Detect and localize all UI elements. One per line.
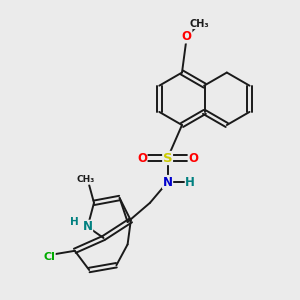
Text: O: O bbox=[182, 30, 192, 43]
Text: H: H bbox=[185, 176, 195, 188]
Text: Cl: Cl bbox=[43, 252, 55, 262]
Text: H: H bbox=[70, 217, 79, 227]
Text: O: O bbox=[188, 152, 198, 164]
Text: S: S bbox=[163, 152, 172, 164]
Text: N: N bbox=[82, 220, 93, 233]
Text: N: N bbox=[163, 176, 172, 188]
Text: O: O bbox=[137, 152, 147, 164]
Text: CH₃: CH₃ bbox=[76, 175, 94, 184]
Text: CH₃: CH₃ bbox=[190, 19, 209, 28]
